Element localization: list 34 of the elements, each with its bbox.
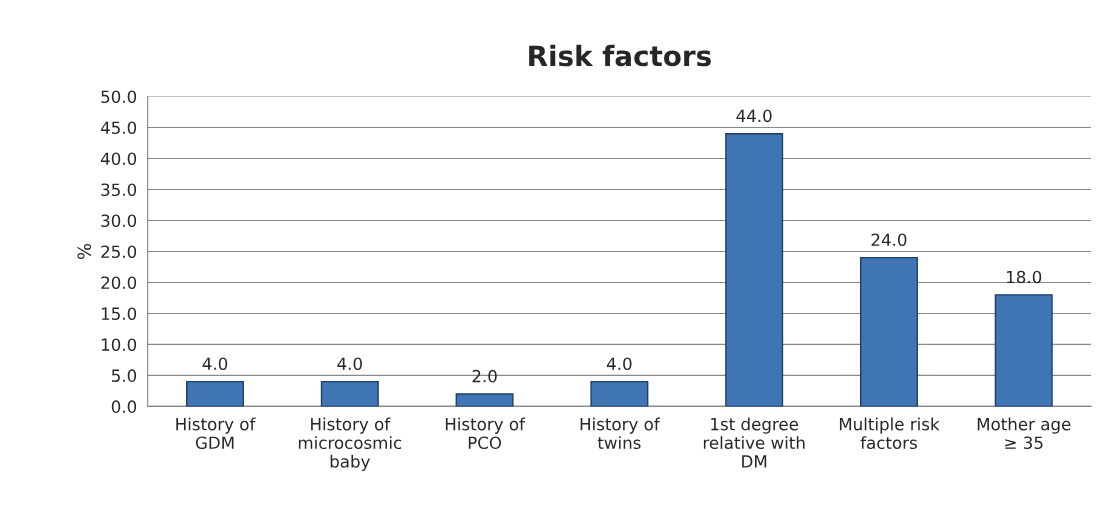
bar [186, 380, 245, 407]
y-tick-label: 20.0 [101, 276, 137, 290]
data-label: 18.0 [1007, 270, 1042, 284]
y-tick-label: 10.0 [101, 338, 137, 351]
bar [994, 294, 1053, 407]
x-tick-label: History of microcosmic baby [298, 417, 402, 471]
y-tick-label: 5.0 [111, 369, 137, 382]
bar [725, 133, 784, 407]
x-tick-label: History of GDM [176, 417, 256, 450]
data-label: 4.0 [202, 357, 228, 371]
x-tick-label: Multiple risk factors [839, 417, 940, 450]
y-tick-label: 45.0 [100, 121, 137, 135]
y-tick-label: 30.0 [101, 214, 137, 228]
x-tick-label: History of PCO [445, 417, 526, 450]
data-label: 2.0 [472, 369, 497, 383]
y-tick-label: 50.0 [101, 90, 137, 104]
bar [590, 380, 649, 407]
bar [320, 380, 379, 407]
data-label: 24.0 [871, 233, 907, 247]
data-label: 4.0 [606, 357, 632, 371]
bar [859, 256, 918, 407]
x-tick-label: 1st degree relative with DM [703, 417, 805, 468]
y-axis-title: % [77, 243, 92, 260]
data-label: 4.0 [337, 357, 362, 371]
y-tick-label: 40.0 [100, 152, 137, 166]
y-tick-label: 25.0 [101, 245, 137, 259]
x-tick-label: Mother age ≥ 35 [977, 417, 1071, 450]
y-tick-label: 15.0 [101, 307, 137, 321]
data-label: 44.0 [736, 109, 772, 123]
y-tick-label: 35.0 [101, 183, 137, 197]
bar [455, 393, 514, 407]
x-tick-label: History of twins [580, 417, 661, 450]
chart-title: Risk factors [529, 44, 711, 67]
y-tick-label: 0.0 [111, 400, 137, 413]
